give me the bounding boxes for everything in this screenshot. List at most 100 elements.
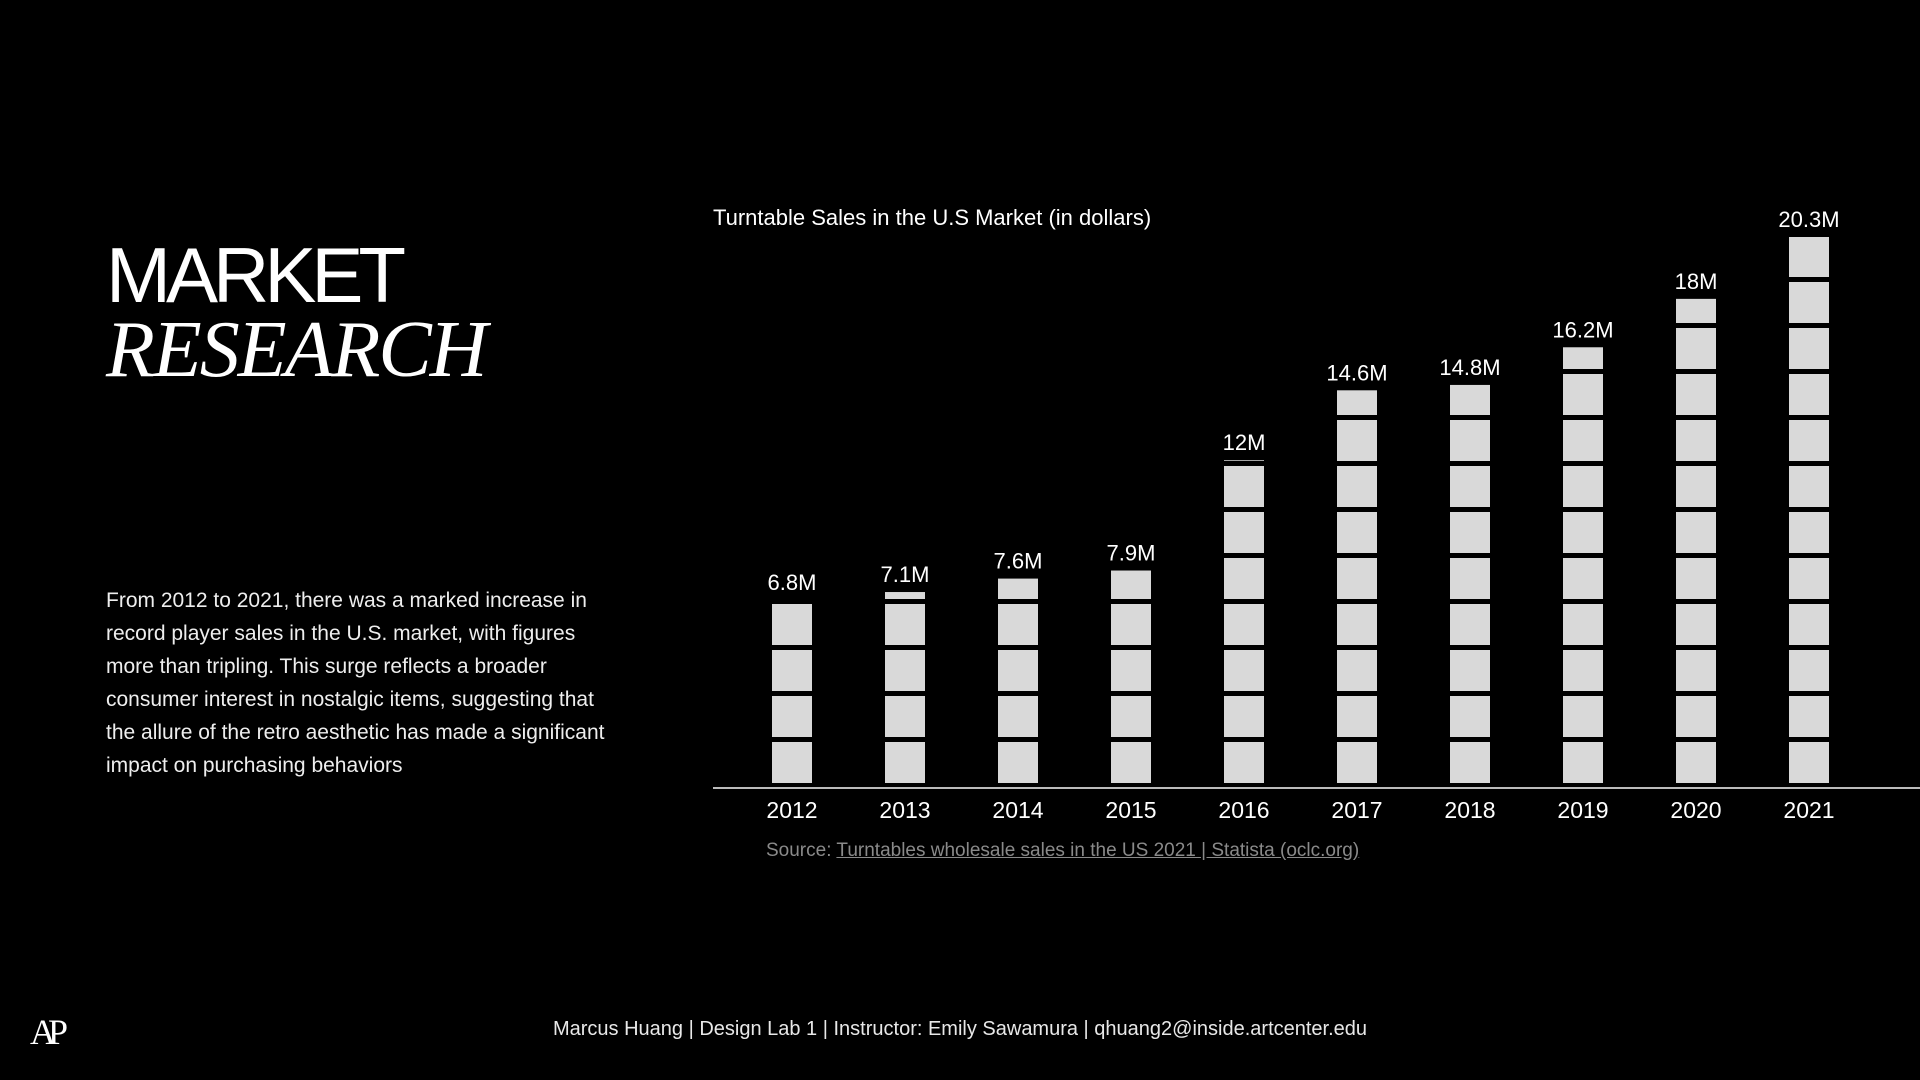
data-label: 7.9M bbox=[1107, 541, 1156, 566]
x-tick-label: 2015 bbox=[1105, 797, 1156, 823]
source-link[interactable]: Turntables wholesale sales in the US 202… bbox=[836, 840, 1360, 861]
bar-segment bbox=[1789, 374, 1829, 415]
bar-segment bbox=[998, 650, 1038, 691]
bar-segment bbox=[1111, 570, 1151, 599]
slide-title: MARKET RESEARCH bbox=[106, 231, 487, 394]
bar-segment bbox=[885, 650, 925, 691]
bar-segment bbox=[1337, 466, 1377, 507]
x-tick-label: 2019 bbox=[1557, 797, 1608, 823]
x-tick-label: 2016 bbox=[1218, 797, 1269, 823]
bar-2012 bbox=[772, 604, 812, 783]
bar-segment bbox=[1450, 420, 1490, 461]
bar-segment bbox=[1337, 390, 1377, 415]
bar-segment bbox=[1450, 650, 1490, 691]
x-tick-label: 2014 bbox=[992, 797, 1043, 823]
bar-2013 bbox=[885, 592, 925, 783]
ap-logo: AP bbox=[30, 1012, 68, 1052]
chart-title: Turntable Sales in the U.S Market (in do… bbox=[713, 205, 1151, 230]
bar-segment bbox=[1563, 374, 1603, 415]
bar-2017 bbox=[1337, 390, 1377, 783]
bar-segment bbox=[1337, 420, 1377, 461]
bar-segment bbox=[1224, 604, 1264, 645]
bar-segment bbox=[1563, 696, 1603, 737]
x-tick-label: 2013 bbox=[879, 797, 930, 823]
bar-segment bbox=[1789, 420, 1829, 461]
bar-segment bbox=[1563, 558, 1603, 599]
bar-2014 bbox=[998, 578, 1038, 783]
bar-segment bbox=[1111, 650, 1151, 691]
x-tick-label: 2021 bbox=[1783, 797, 1834, 823]
bar-segment bbox=[998, 742, 1038, 783]
bar-segment bbox=[1676, 328, 1716, 369]
bar-segment bbox=[1337, 604, 1377, 645]
bar-segment bbox=[1789, 282, 1829, 323]
bar-segment bbox=[1789, 558, 1829, 599]
bar-segment bbox=[772, 650, 812, 691]
bar-segment bbox=[1224, 742, 1264, 783]
bar-segment bbox=[1450, 742, 1490, 783]
bar-segment bbox=[1789, 237, 1829, 277]
data-label: 18M bbox=[1675, 269, 1718, 294]
x-tick-label: 2012 bbox=[766, 797, 817, 823]
bar-segment bbox=[1563, 650, 1603, 691]
footer-credits: Marcus Huang | Design Lab 1 | Instructor… bbox=[552, 1018, 1368, 1040]
bar-segment bbox=[1450, 512, 1490, 553]
bar-segment bbox=[1676, 298, 1716, 323]
x-tick-label: 2017 bbox=[1331, 797, 1382, 823]
bar-segment bbox=[1676, 650, 1716, 691]
bar-segment bbox=[1563, 420, 1603, 461]
bar-segment bbox=[998, 696, 1038, 737]
bar-segment bbox=[885, 592, 925, 599]
bar-segment bbox=[1450, 558, 1490, 599]
data-label: 14.6M bbox=[1326, 360, 1387, 385]
description-paragraph: From 2012 to 2021, there was a marked in… bbox=[106, 589, 605, 777]
data-label: 12M bbox=[1223, 430, 1266, 455]
bar-segment bbox=[1337, 512, 1377, 553]
bar-segment bbox=[1337, 696, 1377, 737]
bar-segment bbox=[1224, 466, 1264, 507]
bar-2016 bbox=[1224, 460, 1264, 783]
bar-2018 bbox=[1450, 384, 1490, 783]
title-research: RESEARCH bbox=[106, 306, 487, 394]
bar-segment bbox=[1450, 384, 1490, 415]
bar-segment bbox=[1563, 466, 1603, 507]
source-prefix: Source: bbox=[766, 840, 837, 861]
bar-segment bbox=[1789, 512, 1829, 553]
bar-segment bbox=[1563, 347, 1603, 369]
x-tick-label: 2018 bbox=[1444, 797, 1495, 823]
bar-segment bbox=[885, 604, 925, 645]
bar-segment bbox=[1563, 512, 1603, 553]
bar-segment bbox=[1789, 650, 1829, 691]
bar-segment bbox=[1563, 742, 1603, 783]
bar-segment bbox=[1337, 558, 1377, 599]
bar-segment bbox=[1337, 650, 1377, 691]
bar-segment bbox=[1111, 696, 1151, 737]
bar-2020 bbox=[1676, 298, 1716, 783]
bar-segment bbox=[998, 604, 1038, 645]
bar-segment bbox=[1224, 696, 1264, 737]
bar-segment bbox=[1676, 466, 1716, 507]
bar-segment bbox=[1676, 374, 1716, 415]
data-label: 14.8M bbox=[1439, 355, 1500, 380]
bar-segment bbox=[1676, 558, 1716, 599]
data-label: 7.1M bbox=[881, 562, 930, 587]
bar-segment bbox=[1676, 512, 1716, 553]
bar-2015 bbox=[1111, 570, 1151, 783]
bar-segment bbox=[1563, 604, 1603, 645]
bar-segment bbox=[1789, 328, 1829, 369]
bar-segment bbox=[1789, 604, 1829, 645]
bar-segment bbox=[1676, 420, 1716, 461]
bar-segment bbox=[772, 742, 812, 783]
bar-segment bbox=[1224, 558, 1264, 599]
bar-segment bbox=[1676, 604, 1716, 645]
bar-segment bbox=[772, 696, 812, 737]
title-market: MARKET bbox=[106, 231, 406, 319]
data-label: 16.2M bbox=[1552, 317, 1613, 342]
bar-segment bbox=[1789, 696, 1829, 737]
bar-segment bbox=[1789, 742, 1829, 783]
data-label: 7.6M bbox=[994, 549, 1043, 574]
bar-segment bbox=[1224, 512, 1264, 553]
bar-segment bbox=[772, 604, 812, 645]
bar-segment bbox=[885, 742, 925, 783]
bar-segment bbox=[1450, 466, 1490, 507]
